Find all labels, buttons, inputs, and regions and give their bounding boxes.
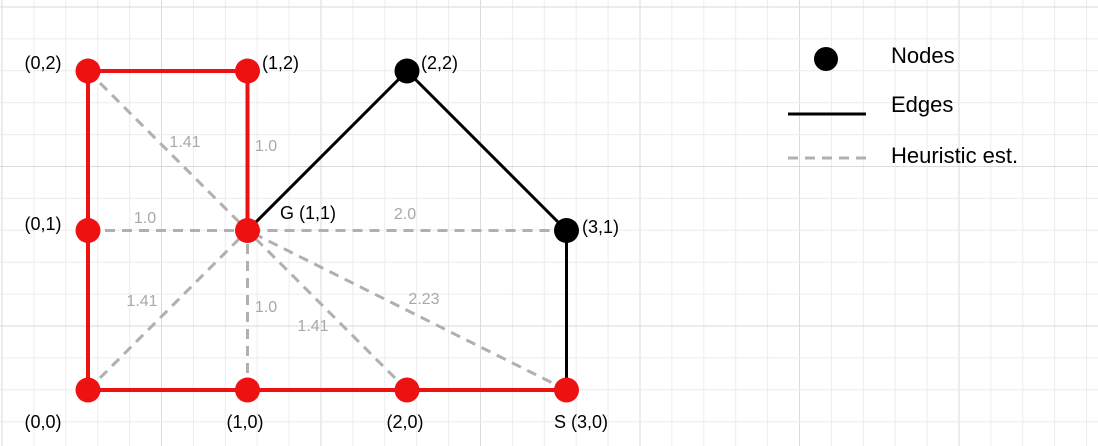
heuristic-weight-label: 1.0	[255, 138, 277, 155]
node-label-n01: (0,1)	[24, 214, 61, 234]
node-n00	[75, 377, 101, 403]
node-label-n12: (1,2)	[262, 53, 299, 73]
graph-edge	[405, 69, 568, 232]
legend-nodes-label: Nodes	[891, 43, 955, 68]
graph-edge	[246, 69, 409, 232]
heuristic-weight-label: 1.41	[169, 134, 200, 151]
node-label-n31: (3,1)	[582, 217, 619, 237]
heuristic-weight-label: 2.23	[408, 291, 439, 308]
heuristic-weight-label: 2.0	[394, 206, 416, 223]
node-label-n20: (2,0)	[386, 412, 423, 432]
node-label-n10: (1,0)	[226, 412, 263, 432]
node-label-n02: (0,2)	[24, 53, 61, 73]
node-label-n11: G (1,1)	[280, 203, 336, 223]
heuristic-weight-label: 1.41	[126, 293, 157, 310]
heuristic-line	[246, 229, 409, 392]
node-n30	[554, 377, 579, 403]
heuristic-weight-label: 1.0	[255, 299, 277, 316]
heuristic-weight-label: 1.0	[134, 210, 156, 227]
heuristic-line	[246, 229, 568, 392]
heuristic-line	[86, 229, 249, 392]
node-n20	[394, 377, 420, 403]
graph-edges	[86, 69, 569, 392]
node-n12	[235, 58, 260, 84]
heuristic-lines	[86, 69, 568, 392]
node-n31	[554, 218, 579, 243]
heuristic-weight-label: 1.41	[297, 318, 328, 335]
node-labels: (0,0) (1,0) (2,0) S (3,0) (0,1) G (1,1) (3,1) (…	[24, 53, 619, 432]
node-n10	[235, 377, 260, 403]
node-n01	[75, 218, 101, 243]
legend-edges-label: Edges	[891, 92, 953, 117]
legend: Nodes Edges Heuristic est.	[788, 43, 1018, 168]
node-label-n30: S (3,0)	[554, 412, 608, 432]
heuristic-weight-labels: 1.41 1.0 1.0 2.0 1.41 1.0 1.41 2.23	[126, 134, 439, 335]
node-n02	[75, 58, 101, 84]
node-label-n00: (0,0)	[24, 412, 61, 432]
node-label-n22: (2,2)	[421, 53, 458, 73]
graph-nodes	[75, 58, 579, 403]
heuristic-line	[86, 69, 249, 232]
node-n11	[235, 218, 260, 243]
legend-node-swatch	[814, 47, 838, 71]
legend-heuristic-label: Heuristic est.	[891, 143, 1018, 168]
node-n22	[394, 58, 420, 84]
